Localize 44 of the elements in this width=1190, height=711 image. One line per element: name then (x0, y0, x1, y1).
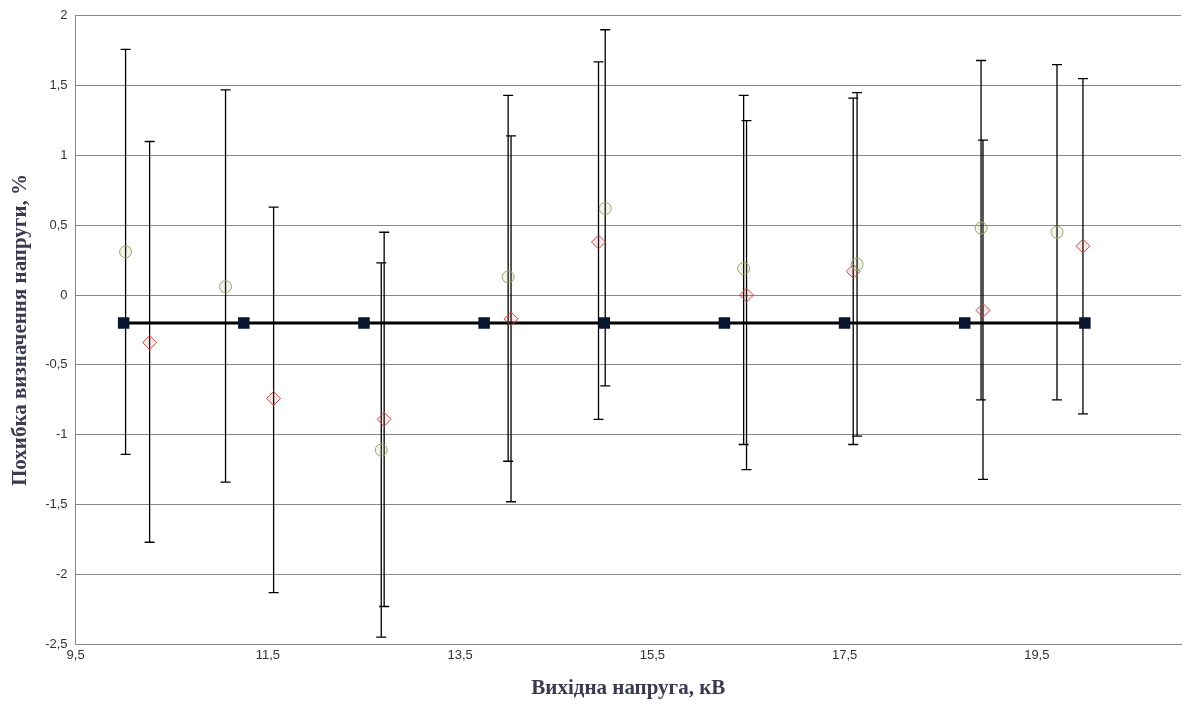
point (358, 317, 370, 329)
y-tick-label: 1,5 (49, 77, 68, 93)
point (838, 317, 851, 329)
point (975, 302, 991, 318)
point (503, 311, 519, 327)
point (718, 317, 731, 329)
x-tick-label: 9,5 (66, 646, 85, 662)
point (374, 443, 388, 457)
x-tick-label: 19,5 (1024, 646, 1050, 662)
point (850, 257, 864, 271)
point (591, 234, 606, 250)
y-tick-label: -2,5 (45, 635, 68, 651)
point (1079, 317, 1091, 329)
y-tick-label: -0,5 (45, 356, 68, 372)
x-tick-label: 13,5 (447, 646, 473, 662)
x-tick-label: 15,5 (639, 646, 665, 662)
point (737, 262, 751, 276)
point (142, 335, 158, 351)
point (478, 317, 490, 329)
point (119, 245, 133, 259)
x-tick-label: 11,5 (255, 646, 281, 662)
point (219, 280, 233, 294)
y-tick-label: 2 (60, 7, 68, 23)
point (501, 270, 515, 284)
x-tick-label: 17,5 (831, 646, 858, 662)
point (598, 202, 612, 216)
y-tick-label: -2 (56, 565, 68, 581)
y-tick-label: 1 (60, 147, 68, 163)
point (598, 317, 611, 329)
point (739, 287, 755, 303)
x-axis-title: Вихідна напруга, кВ (531, 674, 726, 699)
y-axis-title: Похибка визначення напруги, % (7, 173, 32, 487)
point (1075, 238, 1091, 254)
point (376, 411, 392, 427)
y-tick-label: 0,5 (49, 216, 68, 232)
point (238, 317, 250, 329)
point (1050, 225, 1064, 239)
y-tick-label: -1,5 (45, 496, 68, 512)
point (958, 317, 971, 329)
point (266, 390, 282, 406)
y-tick-label: 0 (60, 286, 68, 302)
point (974, 221, 988, 235)
point (117, 317, 130, 329)
y-tick-label: -1 (56, 426, 68, 442)
